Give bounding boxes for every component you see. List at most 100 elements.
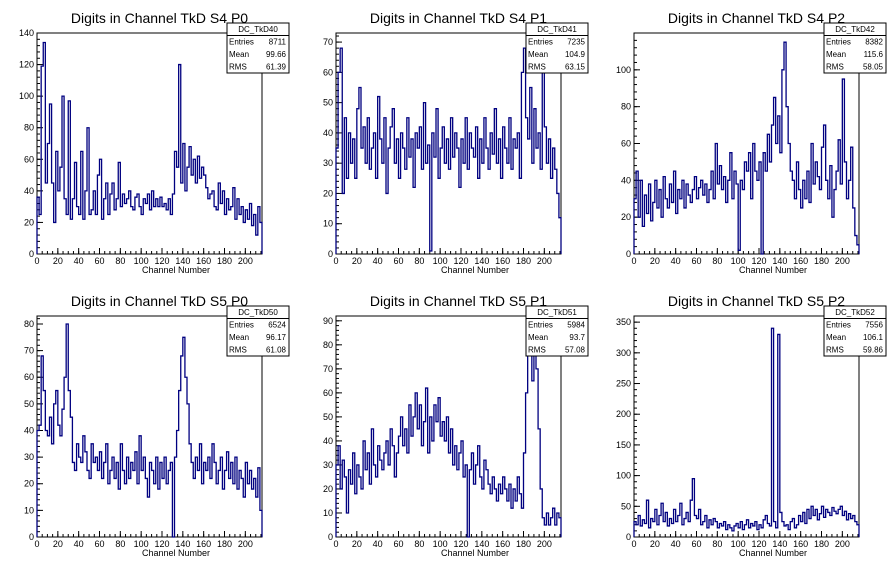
x-axis-label: Channel Number <box>739 265 807 275</box>
x-tick-label: 120 <box>453 256 468 266</box>
x-tick-label: 120 <box>751 256 766 266</box>
stats-label-mean: Mean <box>229 333 249 342</box>
stats-value-entries: 7235 <box>567 38 585 47</box>
stats-value-entries: 8711 <box>269 38 287 47</box>
x-tick-label: 20 <box>53 539 63 549</box>
x-tick-label: 180 <box>814 256 829 266</box>
stats-value-mean: 106.1 <box>863 333 884 342</box>
x-tick-label: 80 <box>115 256 125 266</box>
stats-value-rms: 61.08 <box>266 346 287 355</box>
x-tick-label: 20 <box>650 256 660 266</box>
x-tick-label: 100 <box>433 256 448 266</box>
x-tick-label: 0 <box>34 539 39 549</box>
y-tick-label: 0 <box>328 532 333 542</box>
x-tick-label: 60 <box>691 256 701 266</box>
panel-1: Digits in Channel TkD S4 P0 0 20 40 60 80 100 1… <box>19 10 290 275</box>
y-tick-label: 20 <box>24 217 34 227</box>
x-tick-label: 160 <box>196 539 211 549</box>
stats-label-entries: Entries <box>528 321 553 330</box>
x-tick-label: 0 <box>333 256 338 266</box>
y-tick-label: 60 <box>24 154 34 164</box>
y-tick-label: 0 <box>626 249 631 259</box>
panel-title: Digits in Channel TkD S5 P2 <box>668 293 845 309</box>
x-axis-label: Channel Number <box>441 548 509 558</box>
y-tick-label: 0 <box>328 249 333 259</box>
y-tick-label: 140 <box>19 28 34 38</box>
x-tick-label: 120 <box>154 256 169 266</box>
y-tick-label: 20 <box>323 188 333 198</box>
x-tick-label: 180 <box>217 256 232 266</box>
stats-value-entries: 6524 <box>268 321 286 330</box>
x-tick-label: 60 <box>94 539 104 549</box>
x-axis-label: Channel Number <box>142 265 210 275</box>
stats-value-rms: 58.05 <box>863 63 884 72</box>
y-tick-label: 0 <box>29 249 34 259</box>
stats-value-mean: 99.66 <box>266 50 287 59</box>
x-tick-label: 40 <box>74 256 84 266</box>
x-tick-label: 80 <box>712 256 722 266</box>
stats-name: DC_TkD41 <box>537 25 577 34</box>
y-tick-label: 50 <box>621 501 631 511</box>
stats-label-entries: Entries <box>528 38 553 47</box>
x-tick-label: 60 <box>393 256 403 266</box>
y-tick-label: 100 <box>616 471 631 481</box>
histogram-series <box>633 327 860 537</box>
x-tick-label: 40 <box>671 539 681 549</box>
x-tick-label: 100 <box>731 539 746 549</box>
x-tick-label: 40 <box>373 539 383 549</box>
stats-value-mean: 93.7 <box>569 333 585 342</box>
panel-title: Digits in Channel TkD S5 P0 <box>71 293 248 309</box>
stats-label-mean: Mean <box>826 50 846 59</box>
y-tick-label: 30 <box>323 158 333 168</box>
stats-value-entries: 8382 <box>865 38 883 47</box>
plot-frame <box>36 32 263 255</box>
x-tick-label: 80 <box>712 539 722 549</box>
x-tick-label: 200 <box>238 539 253 549</box>
y-tick-label: 40 <box>621 175 631 185</box>
y-tick-label: 80 <box>323 340 333 350</box>
y-tick-label: 80 <box>621 102 631 112</box>
plot-frame <box>633 315 860 538</box>
x-tick-label: 80 <box>414 256 424 266</box>
y-tick-label: 10 <box>323 508 333 518</box>
x-tick-label: 80 <box>115 539 125 549</box>
x-axis-label: Channel Number <box>739 548 807 558</box>
y-tick-label: 40 <box>323 128 333 138</box>
stats-box: DC_TkD50 Entries 6524 Mean 96.17 RMS 61.08 <box>226 305 290 357</box>
x-tick-label: 80 <box>414 539 424 549</box>
y-tick-label: 70 <box>323 37 333 47</box>
stats-value-mean: 104.9 <box>565 50 586 59</box>
x-tick-label: 20 <box>352 256 362 266</box>
stats-label-rms: RMS <box>229 63 247 72</box>
y-tick-label: 120 <box>19 60 34 70</box>
y-tick-label: 80 <box>24 319 34 329</box>
stats-label-entries: Entries <box>826 321 851 330</box>
x-tick-label: 120 <box>453 539 468 549</box>
y-tick-label: 40 <box>24 425 34 435</box>
y-tick-label: 60 <box>323 67 333 77</box>
y-tick-label: 50 <box>323 98 333 108</box>
stats-label-mean: Mean <box>229 50 249 59</box>
panel-4: Digits in Channel TkD S5 P0 0 10 20 30 40 50 60… <box>24 293 290 558</box>
stats-name: DC_TkD50 <box>238 308 278 317</box>
panel-title: Digits in Channel TkD S4 P0 <box>71 10 248 26</box>
y-tick-label: 60 <box>323 388 333 398</box>
stats-value-entries: 7556 <box>865 321 883 330</box>
stats-label-entries: Entries <box>826 38 851 47</box>
y-tick-label: 20 <box>323 484 333 494</box>
stats-value-entries: 5984 <box>567 321 585 330</box>
histogram-series <box>335 320 562 538</box>
y-tick-label: 100 <box>19 91 34 101</box>
x-tick-label: 200 <box>238 256 253 266</box>
x-tick-label: 60 <box>94 256 104 266</box>
stats-label-rms: RMS <box>826 63 844 72</box>
x-tick-label: 200 <box>835 539 850 549</box>
y-tick-label: 80 <box>24 123 34 133</box>
y-tick-label: 100 <box>616 65 631 75</box>
stats-name: DC_TkD51 <box>537 308 577 317</box>
y-tick-label: 200 <box>616 409 631 419</box>
x-tick-label: 40 <box>74 539 84 549</box>
stats-box-frame <box>525 22 589 74</box>
stats-label-rms: RMS <box>229 346 247 355</box>
x-tick-label: 180 <box>814 539 829 549</box>
